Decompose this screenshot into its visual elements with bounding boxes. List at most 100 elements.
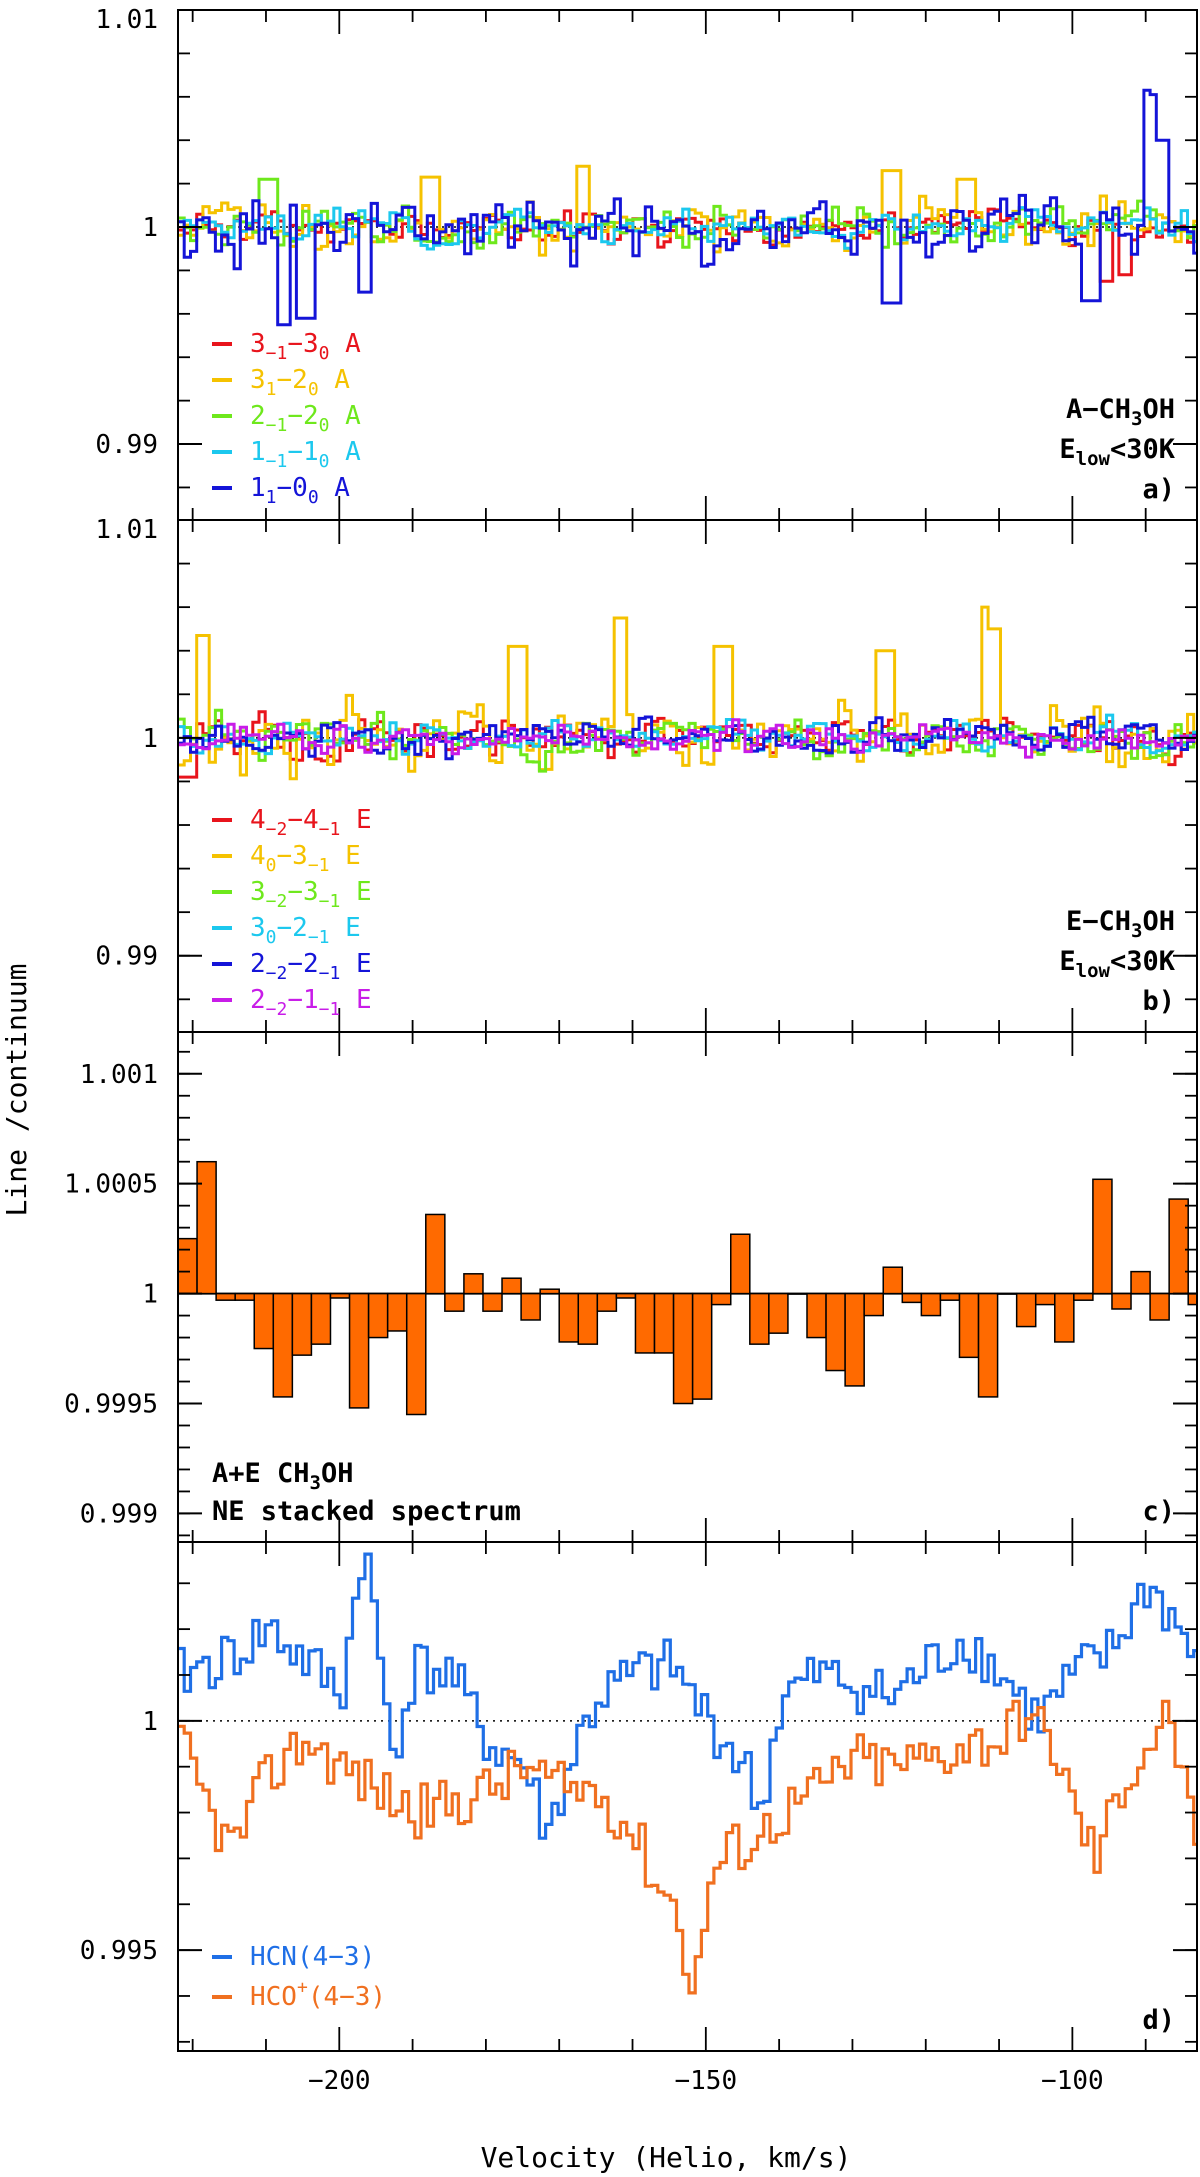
- spectrum-bar: [405, 1292, 427, 1416]
- plot-area: [178, 1552, 1197, 1995]
- panel-label: b): [1142, 986, 1175, 1017]
- energy-label: Elow<30K: [1059, 946, 1175, 982]
- spectrum-bar: [234, 1292, 255, 1301]
- spectrum-bar: [615, 1292, 637, 1299]
- spectrum-bar: [482, 1292, 503, 1312]
- spectrum-bar: [348, 1292, 370, 1409]
- spectrum-bar: [653, 1292, 675, 1354]
- panel-title: A+E CH3OH: [212, 1458, 354, 1494]
- legend-label: 31−20 A: [250, 365, 350, 400]
- spectrum-bar: [844, 1292, 865, 1387]
- spectrum-bar: [996, 1292, 1018, 1295]
- legend-label: 3−1−30 A: [250, 329, 361, 364]
- spectrum-bar: [1034, 1292, 1056, 1306]
- y-tick-label: 0.999: [80, 1499, 158, 1529]
- spectrum-bar: [253, 1292, 275, 1350]
- spectrum-bar: [939, 1292, 961, 1301]
- y-tick-label: 0.9995: [64, 1390, 158, 1420]
- spectrum-bar: [310, 1292, 332, 1345]
- spectrum-bar: [463, 1273, 484, 1295]
- panel-title: E−CH3OH: [1066, 906, 1175, 942]
- x-tick-label: −100: [1041, 2066, 1104, 2096]
- spectrum-bar: [272, 1292, 294, 1398]
- spectrum-bar: [501, 1277, 522, 1295]
- spectrum-bar: [367, 1292, 389, 1339]
- y-tick-label: 1.0005: [64, 1170, 158, 1200]
- spectrum-bar: [825, 1292, 846, 1372]
- spectrum-bar: [1168, 1198, 1189, 1295]
- spectrum-bar: [520, 1292, 541, 1321]
- spectrum-bar: [787, 1292, 808, 1295]
- spectrum-bar: [1054, 1292, 1075, 1343]
- spectrum-bar: [901, 1292, 923, 1304]
- spectrum-bar: [558, 1292, 580, 1343]
- y-tick-label: 1.01: [95, 5, 158, 35]
- y-tick-label: 1: [142, 213, 158, 243]
- legend-label: 1−1−10 A: [250, 437, 361, 472]
- panel-a: 0.99 1 1.01 a) A−CH3OH Elow<30K 3−1−30 A31−20 …: [95, 5, 1198, 521]
- spectrum-bar: [958, 1292, 980, 1359]
- panel-d: 0.995 1 d) HCN(4−3) HCO+(4−3): [80, 1541, 1198, 2052]
- x-tick-label: −150: [675, 2066, 738, 2096]
- y-tick-label: 1: [142, 1707, 158, 1737]
- legend-label: HCN(4−3): [250, 1942, 375, 1972]
- spectrum-bar: [577, 1292, 599, 1345]
- spectrum-bar: [768, 1292, 789, 1334]
- spectrum-bar: [1130, 1270, 1151, 1295]
- legend-label: 4−2−4−1 E: [250, 805, 372, 840]
- spectrum-bar: [425, 1213, 446, 1295]
- y-tick-label: 1: [142, 724, 158, 754]
- spectrum-bar: [1187, 1292, 1197, 1306]
- spectrum-bar: [730, 1233, 751, 1295]
- spectrum-bar: [178, 1237, 198, 1295]
- series-line: [178, 88, 1197, 327]
- panel-title: A−CH3OH: [1066, 394, 1175, 430]
- legend-label: 2−1−20 A: [250, 401, 361, 436]
- y-tick-label: 0.995: [80, 1936, 158, 1966]
- y-tick-label: 1: [142, 1280, 158, 1310]
- spectrum-bar: [329, 1292, 351, 1299]
- spectrum-bar: [863, 1292, 884, 1317]
- legend-label: 2−2−2−1 E: [250, 949, 372, 984]
- series-line: [178, 1552, 1197, 1840]
- spectrum-bar: [196, 1160, 217, 1295]
- y-tick-label: 0.99: [95, 430, 158, 460]
- spectrum-bar: [1149, 1292, 1170, 1321]
- spectrum-bar: [386, 1292, 408, 1332]
- panel-subtitle: NE stacked spectrum: [212, 1496, 521, 1527]
- spectrum-bar: [882, 1266, 904, 1295]
- spectrum-bar: [215, 1292, 236, 1301]
- panel-frame: [177, 519, 1198, 1033]
- spectrum-bar: [1073, 1292, 1094, 1301]
- y-tick-label: 1.01: [95, 515, 158, 545]
- spectrum-bar: [291, 1292, 313, 1356]
- series-line: [178, 1699, 1197, 1995]
- series-line: [178, 718, 1197, 759]
- legend-label: HCO+(4−3): [250, 1977, 386, 2012]
- x-axis-title: Velocity (Helio, km/s): [481, 2141, 852, 2174]
- legend-label: 30−2−1 E: [250, 913, 361, 948]
- legend-label: 40−3−1 E: [250, 841, 361, 876]
- y-tick-label: 1.001: [80, 1060, 158, 1090]
- spectrum-bar: [977, 1292, 999, 1398]
- plot-area: [178, 605, 1197, 781]
- spectrum-bar: [691, 1292, 713, 1400]
- spectrum-bar: [1015, 1292, 1037, 1328]
- panel-label: a): [1142, 474, 1175, 505]
- spectrum-bar: [1111, 1292, 1132, 1310]
- plot-layer: 0.99 1 1.01 a) A−CH3OH Elow<30K 3−1−30 A31−20 …: [64, 5, 1198, 2096]
- energy-label: Elow<30K: [1059, 434, 1175, 470]
- panel-label: d): [1142, 2005, 1175, 2036]
- series-line: [178, 206, 1197, 251]
- panel-label: c): [1142, 1496, 1175, 1527]
- legend-label: 11−00 A: [250, 473, 350, 508]
- spectrum-bar: [710, 1292, 732, 1306]
- legend-label: 2−2−1−1 E: [250, 985, 372, 1020]
- spectrum-bar: [672, 1292, 694, 1405]
- panel-b: 0.99 1 1.01 b) E−CH3OH Elow<30K 4−2−4−1 E40−3−…: [95, 515, 1198, 1033]
- plot-area: [178, 1160, 1197, 1416]
- plot-area: [178, 88, 1197, 327]
- spectrum-bar: [920, 1292, 942, 1317]
